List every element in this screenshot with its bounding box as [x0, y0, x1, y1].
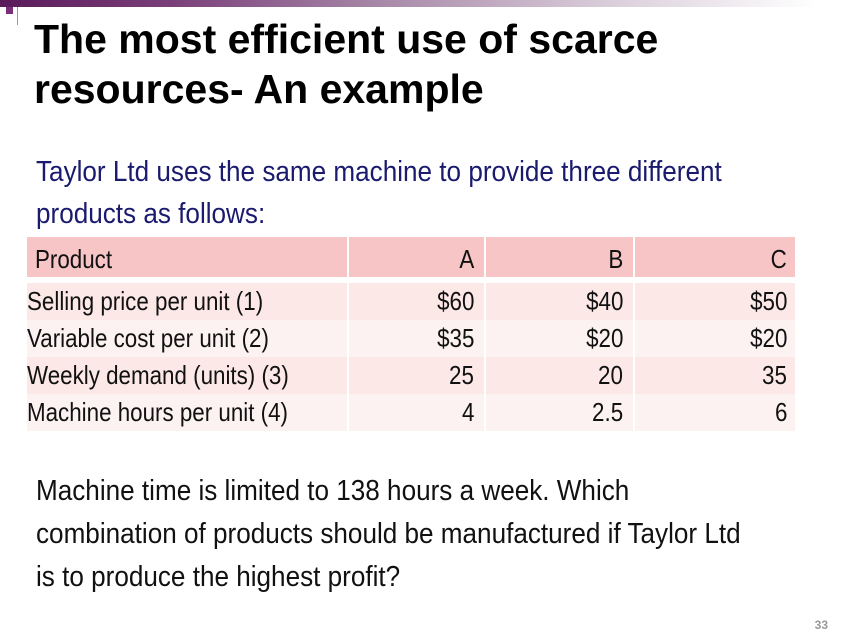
cell-c: $20 [635, 320, 795, 357]
table-row: Weekly demand (units) (3) 25 20 35 [27, 357, 795, 394]
header-product: Product [27, 237, 349, 279]
cell-b: 2.5 [486, 394, 635, 431]
intro-line-1: Taylor Ltd uses the same machine to prov… [36, 156, 722, 188]
cell-c: 35 [635, 357, 795, 394]
row-label: Machine hours per unit (4) [27, 394, 349, 431]
table-header-row: Product A B C [27, 237, 795, 281]
top-decorative-bar [0, 0, 858, 7]
intro-line-2: products as follows: [36, 198, 266, 230]
question-text: Machine time is limited to 138 hours a w… [36, 470, 783, 599]
header-b: B [486, 237, 635, 279]
slide-title: The most efficient use of scarce resourc… [34, 14, 834, 114]
product-table: Product A B C Selling price per unit (1)… [27, 237, 795, 431]
corner-accent-square [6, 7, 13, 14]
table-row: Variable cost per unit (2) $35 $20 $20 [27, 320, 795, 357]
row-label: Variable cost per unit (2) [27, 320, 349, 357]
cell-a: 25 [349, 357, 486, 394]
cell-b: $20 [486, 320, 635, 357]
cell-b: $40 [486, 283, 635, 320]
corner-accent-line [17, 7, 18, 25]
cell-c: $50 [635, 283, 795, 320]
slide-title-line-1: The most efficient use of scarce [34, 16, 659, 62]
cell-a: $35 [349, 320, 486, 357]
question-line-3: is to produce the highest profit? [36, 561, 401, 593]
table-row: Selling price per unit (1) $60 $40 $50 [27, 283, 795, 320]
row-label: Selling price per unit (1) [27, 283, 349, 320]
page-number: 33 [814, 618, 828, 632]
slide-title-line-2: resources- An example [34, 66, 484, 112]
cell-c: 6 [635, 394, 795, 431]
row-label: Weekly demand (units) (3) [27, 357, 349, 394]
header-c: C [635, 237, 795, 279]
intro-text: Taylor Ltd uses the same machine to prov… [36, 151, 747, 235]
cell-a: 4 [349, 394, 486, 431]
question-line-2: combination of products should be manufa… [36, 518, 741, 550]
table-row: Machine hours per unit (4) 4 2.5 6 [27, 394, 795, 431]
question-line-1: Machine time is limited to 138 hours a w… [36, 475, 630, 507]
cell-a: $60 [349, 283, 486, 320]
cell-b: 20 [486, 357, 635, 394]
header-a: A [349, 237, 486, 279]
